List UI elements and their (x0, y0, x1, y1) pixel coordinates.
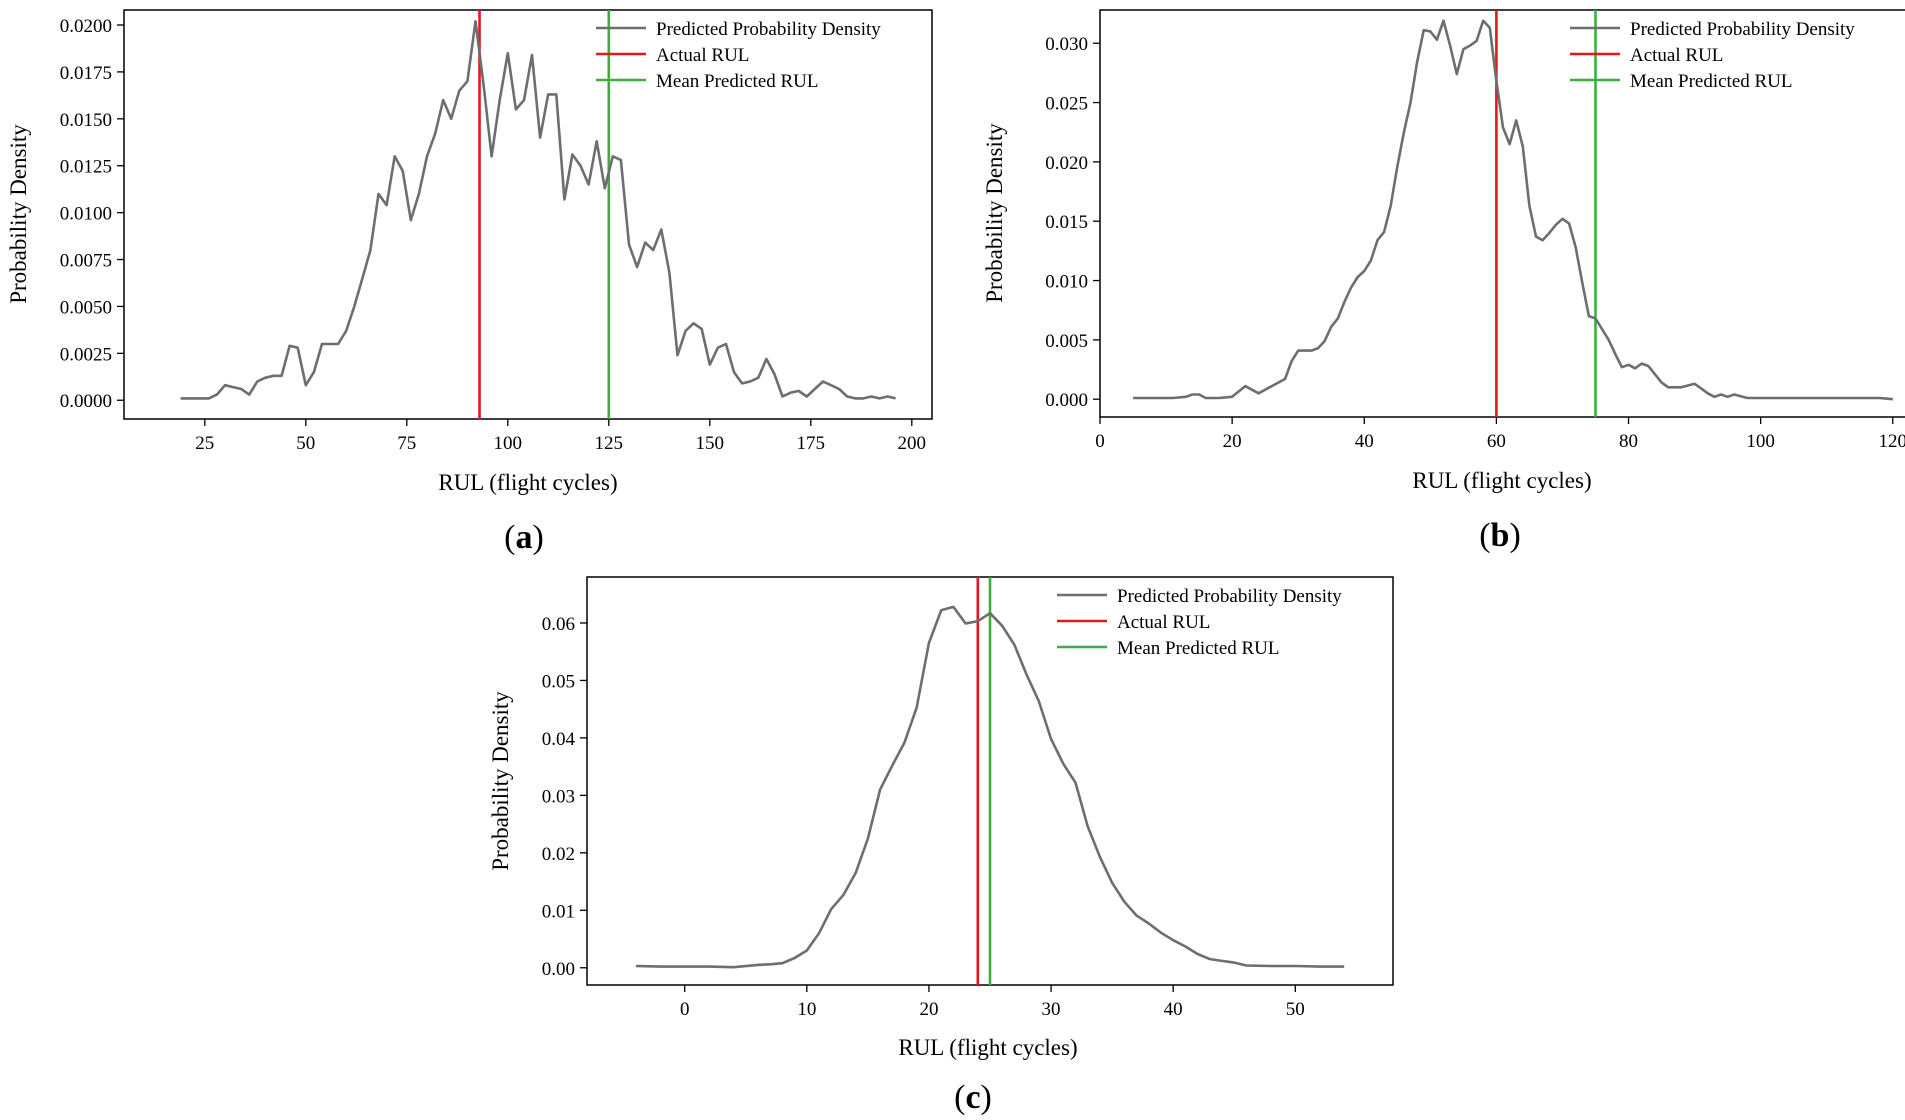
y-ticks: 0.00 0.01 0.02 0.03 0.04 0.05 0.06 (542, 614, 587, 980)
legend-label: Mean Predicted RUL (1630, 71, 1793, 92)
y-ticks: 0.0000 0.0025 0.0050 0.0075 0.0100 0.0125 0.01… (60, 16, 124, 412)
y-tick-label: 0.0075 (60, 251, 112, 272)
legend-label: Mean Predicted RUL (656, 71, 819, 92)
y-axis-label: Probability Density (982, 123, 1007, 303)
x-tick-label: 20 (919, 999, 938, 1020)
reference-lines (976, 577, 992, 985)
y-tick-label: 0.010 (1045, 272, 1088, 293)
y-tick-label: 0.04 (542, 729, 576, 750)
x-tick-label: 80 (1619, 431, 1638, 452)
y-tick-label: 0.02 (542, 844, 575, 865)
legend-label: Actual RUL (656, 45, 749, 66)
x-tick-label: 75 (397, 433, 416, 454)
y-tick-label: 0.025 (1045, 94, 1088, 115)
x-tick-label: 60 (1487, 431, 1506, 452)
y-tick-label: 0.0125 (60, 157, 112, 178)
y-tick-label: 0.0200 (60, 16, 112, 37)
chart-panel-a: 25 50 75 100 125 150 175 200 0.0000 0.0025 0.0050… (6, 9, 933, 556)
reference-lines (1495, 10, 1597, 417)
y-tick-label: 0.030 (1045, 34, 1088, 55)
series-line (635, 605, 1345, 969)
x-ticks: 0 10 20 30 40 50 (680, 985, 1305, 1020)
x-tick-label: 40 (1164, 999, 1183, 1020)
y-tick-label: 0.0050 (60, 297, 112, 318)
plot-frame (1099, 9, 1905, 418)
y-tick-label: 0.03 (542, 786, 575, 807)
y-tick-label: 0.000 (1045, 390, 1088, 411)
x-tick-label: 200 (898, 433, 927, 454)
x-tick-label: 25 (195, 433, 214, 454)
y-tick-label: 0.00 (542, 959, 575, 980)
y-tick-label: 0.0175 (60, 63, 112, 84)
y-tick-label: 0.05 (542, 671, 575, 692)
x-ticks: 0 20 40 60 80 100 120 (1095, 417, 1905, 452)
x-axis-label: RUL (flight cycles) (438, 470, 617, 495)
x-tick-label: 150 (696, 433, 725, 454)
reference-lines (478, 10, 611, 419)
legend-label: Predicted Probability Density (1630, 19, 1855, 40)
legend: Predicted Probability Density Actual RUL M… (1057, 586, 1342, 659)
chart-panel-c: 0 10 20 30 40 50 0.00 0.01 0.02 0.03 0.04 0.05 0.06… (488, 576, 1394, 1116)
density-series (180, 19, 896, 400)
x-tick-label: 175 (797, 433, 826, 454)
chart-panel-b: 0 20 40 60 80 100 120 0.000 0.005 0.010 0.015 0.02… (982, 9, 1905, 554)
plot-frame (123, 9, 933, 420)
y-axis-label: Probability Density (488, 691, 513, 871)
panel-letter: (c) (954, 1079, 992, 1116)
x-tick-label: 30 (1042, 999, 1061, 1020)
x-tick-label: 100 (1746, 431, 1775, 452)
legend: Predicted Probability Density Actual RUL M… (596, 19, 881, 92)
x-tick-label: 0 (1095, 431, 1105, 452)
x-tick-label: 20 (1223, 431, 1242, 452)
panel-letter: (a) (504, 519, 544, 556)
x-ticks: 25 50 75 100 125 150 175 200 (195, 419, 926, 454)
x-tick-label: 120 (1879, 431, 1905, 452)
x-tick-label: 0 (680, 999, 690, 1020)
y-tick-label: 0.0100 (60, 204, 112, 225)
y-axis-label: Probability Density (6, 124, 31, 304)
x-axis-label: RUL (flight cycles) (898, 1035, 1077, 1060)
legend-label: Actual RUL (1117, 612, 1210, 633)
series-line (180, 19, 896, 400)
y-tick-label: 0.015 (1045, 212, 1088, 233)
legend: Predicted Probability Density Actual RUL M… (1570, 19, 1855, 92)
x-axis-label: RUL (flight cycles) (1412, 468, 1591, 493)
y-tick-label: 0.06 (542, 614, 575, 635)
y-tick-label: 0.0150 (60, 110, 112, 131)
y-tick-label: 0.020 (1045, 153, 1088, 174)
x-tick-label: 50 (1286, 999, 1305, 1020)
density-series (635, 605, 1345, 969)
y-tick-label: 0.01 (542, 901, 575, 922)
x-tick-label: 50 (296, 433, 315, 454)
series-line (1133, 19, 1893, 401)
legend-label: Predicted Probability Density (1117, 586, 1342, 607)
panel-letter: (b) (1479, 517, 1521, 554)
density-series (1133, 19, 1893, 401)
legend-label: Actual RUL (1630, 45, 1723, 66)
y-tick-label: 0.0025 (60, 344, 112, 365)
y-tick-label: 0.0000 (60, 391, 112, 412)
x-tick-label: 10 (797, 999, 816, 1020)
legend-label: Mean Predicted RUL (1117, 638, 1280, 659)
x-tick-label: 100 (494, 433, 523, 454)
x-tick-label: 40 (1355, 431, 1374, 452)
y-tick-label: 0.005 (1045, 331, 1088, 352)
y-ticks: 0.000 0.005 0.010 0.015 0.020 0.025 0.030 (1045, 34, 1100, 411)
x-tick-label: 125 (595, 433, 624, 454)
legend-label: Predicted Probability Density (656, 19, 881, 40)
